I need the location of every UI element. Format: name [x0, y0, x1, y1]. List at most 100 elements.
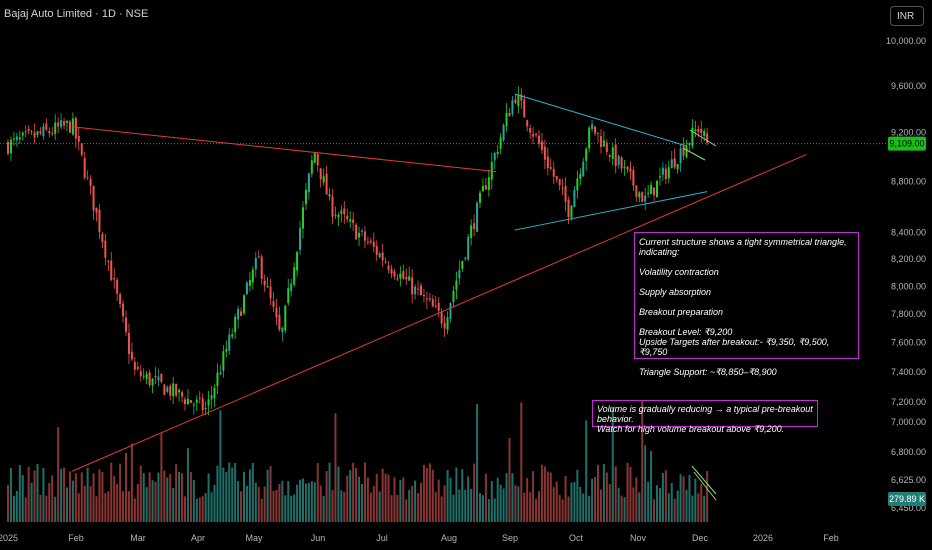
volume-bar — [319, 485, 322, 522]
triangle-upper-line[interactable] — [514, 93, 687, 147]
candle — [352, 211, 355, 232]
volume-bar — [626, 462, 629, 522]
candle — [234, 313, 237, 340]
volume-trend-line-1 — [691, 465, 717, 495]
falling-resistance-line[interactable] — [72, 126, 497, 173]
candle — [349, 210, 352, 229]
volume-bar — [299, 479, 302, 522]
volume-bar — [136, 483, 139, 522]
candle — [667, 160, 670, 184]
candle — [661, 162, 664, 181]
candle — [502, 123, 505, 142]
volume-bar — [210, 492, 213, 522]
candle — [676, 163, 679, 174]
volume-bar — [54, 496, 57, 522]
volume-bar — [225, 472, 228, 522]
candle — [122, 300, 125, 323]
y-tick-label: 8,200.00 — [891, 254, 926, 264]
candle — [307, 172, 310, 200]
candle — [266, 277, 269, 288]
candle — [281, 326, 284, 342]
candle — [302, 201, 304, 239]
volume-bar — [213, 485, 216, 522]
volume-bar — [458, 489, 461, 522]
volume-bar — [470, 488, 473, 522]
candle — [632, 166, 635, 192]
candle — [166, 385, 169, 394]
candle — [18, 130, 21, 144]
currency-button[interactable]: INR — [890, 6, 924, 26]
x-tick-label: May — [245, 533, 263, 543]
volume-bar — [688, 475, 691, 522]
volume-bar — [66, 487, 68, 522]
volume-bar — [119, 463, 122, 522]
triangle_note-line: Triangle Support: ~₹8,850–₹8,900 — [639, 367, 777, 377]
volume-bar — [104, 493, 107, 522]
volume-bar — [667, 493, 670, 522]
volume-bar — [570, 482, 573, 522]
volume-bar — [638, 492, 641, 522]
candle — [588, 126, 591, 153]
time-axis[interactable]: 2025 Feb Mar Apr May Jun Jul Aug Sep Oct Nov Dec 202… — [0, 533, 839, 543]
volume-bar — [287, 481, 290, 522]
y-tick-label: 7,400.00 — [891, 367, 926, 377]
candle — [422, 289, 425, 303]
candle — [546, 147, 549, 176]
candle — [157, 368, 160, 387]
candle — [51, 127, 54, 136]
volume-bar — [33, 470, 36, 522]
candle — [290, 278, 293, 297]
triangle-note: Current structure shows a tight symmetri… — [634, 232, 859, 377]
volume-bar — [281, 480, 284, 522]
candle — [260, 254, 263, 285]
volume-bar — [476, 404, 479, 522]
volume-bar — [51, 475, 54, 522]
volume-bar — [411, 486, 414, 522]
volume-bar — [700, 483, 703, 522]
volume-bar — [204, 493, 207, 522]
volume-bar — [195, 498, 198, 522]
volume-bar — [529, 492, 532, 522]
volume-bar — [216, 465, 219, 522]
candle — [9, 136, 12, 161]
candle — [325, 165, 328, 195]
volume-bar — [505, 473, 508, 522]
volume-bar — [192, 479, 195, 522]
volume-bar — [396, 494, 399, 522]
candle — [414, 284, 417, 300]
volume-bar — [346, 475, 349, 522]
volume-bar — [635, 477, 638, 522]
triangle-lower-line[interactable] — [514, 191, 708, 231]
y-tick-label: 7,600.00 — [891, 338, 926, 348]
volume-bar — [535, 498, 538, 522]
volume-bar — [555, 481, 558, 522]
triangle_note-line: Supply absorption — [639, 287, 712, 297]
rising-support-line[interactable] — [71, 153, 807, 472]
candle — [585, 146, 588, 171]
volume-bar — [263, 486, 266, 522]
volume-bar — [328, 462, 331, 522]
y-tick-label: 8,400.00 — [891, 228, 926, 238]
volume-bar — [12, 495, 15, 522]
volume-bar — [670, 483, 673, 522]
candle — [361, 228, 363, 237]
candle — [228, 327, 231, 356]
volume-bar — [243, 471, 245, 522]
volume-bar — [98, 469, 101, 522]
candle — [30, 129, 33, 135]
candle — [599, 128, 602, 154]
volume-bar — [310, 481, 313, 522]
volume-bar — [585, 420, 588, 522]
candle — [172, 376, 175, 405]
volume-bar — [186, 448, 189, 522]
y-tick-label: 7,800.00 — [891, 309, 926, 319]
candle — [101, 231, 104, 248]
volume-bar — [405, 499, 408, 522]
price-axis[interactable]: 10,000.00 9,600.00 9,200.00 8,800.00 8,400.0… — [886, 36, 926, 513]
candle — [688, 142, 691, 151]
volume-bar — [122, 491, 125, 522]
candle — [12, 131, 15, 146]
volume-bar — [248, 469, 251, 522]
volume-bar — [151, 480, 154, 522]
